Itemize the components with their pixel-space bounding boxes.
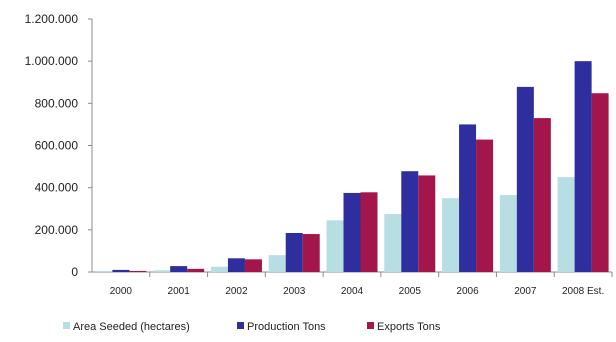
bar-area-seeded-hectares-2004 [326, 220, 344, 272]
bar-production-tons-2002 [227, 258, 245, 272]
legend: Area Seeded (hectares) Production Tons Exp… [63, 321, 441, 333]
bar-exports-tons-2003 [302, 234, 320, 272]
x-tick-label: 2001 [168, 286, 191, 297]
bar-area-seeded-hectares-2001 [153, 270, 171, 272]
bar-production-tons-2000 [112, 269, 130, 272]
bar-production-tons-2001 [170, 266, 188, 272]
y-tick-label: 1.200.000 [25, 12, 79, 26]
bar-production-tons-2006 [459, 124, 477, 273]
bars [95, 61, 609, 273]
y-axis: 0 200.000 400.000 600.000 800.000 1.000.000 1.… [25, 12, 93, 279]
bar-exports-tons-2004 [360, 192, 378, 272]
bar-area-seeded-hectares-2008-est [557, 177, 575, 272]
legend-swatch [63, 322, 70, 329]
y-tick-label: 600.000 [35, 139, 79, 153]
bar-exports-tons-2000 [129, 270, 147, 272]
y-tick-label: 1.000.000 [25, 54, 79, 68]
y-tick-label: 200.000 [35, 223, 79, 237]
bar-exports-tons-2008-est [591, 93, 609, 272]
y-tick-label: 0 [71, 265, 78, 279]
x-tick-label: 2005 [399, 286, 422, 297]
legend-swatch [237, 322, 244, 329]
x-tick-label: 2002 [225, 286, 248, 297]
bar-exports-tons-2007 [533, 118, 551, 272]
x-tick-label: 2000 [110, 286, 133, 297]
x-axis: 2000 2001 2002 2003 2004 2005 2006 2007 2008 Est… [92, 271, 613, 297]
y-tick-label: 400.000 [35, 181, 79, 195]
legend-swatch [367, 322, 374, 329]
legend-label: Exports Tons [377, 321, 441, 333]
x-tick-label: 2007 [514, 286, 537, 297]
bar-exports-tons-2001 [187, 268, 205, 272]
x-tick-label: 2008 Est. [562, 286, 604, 297]
x-tick-label: 2004 [341, 286, 364, 297]
bar-area-seeded-hectares-2002 [210, 266, 228, 272]
bar-production-tons-2003 [285, 232, 303, 272]
x-tick-label: 2006 [456, 286, 479, 297]
bar-exports-tons-2005 [418, 175, 436, 272]
bar-production-tons-2008-est [574, 61, 592, 272]
x-tick-label: 2003 [283, 286, 306, 297]
bar-production-tons-2007 [516, 86, 534, 272]
bar-area-seeded-hectares-2003 [268, 255, 286, 272]
legend-label: Area Seeded (hectares) [73, 321, 190, 333]
legend-label: Production Tons [247, 321, 326, 333]
bar-area-seeded-hectares-2005 [384, 214, 402, 272]
bar-area-seeded-hectares-2006 [442, 198, 460, 272]
bar-area-seeded-hectares-2000 [95, 270, 113, 272]
bar-exports-tons-2006 [476, 139, 494, 272]
bar-production-tons-2005 [401, 171, 419, 272]
bar-production-tons-2004 [343, 192, 361, 272]
bar-area-seeded-hectares-2007 [499, 195, 517, 272]
y-tick-label: 800.000 [35, 96, 79, 110]
bar-exports-tons-2002 [244, 259, 262, 272]
